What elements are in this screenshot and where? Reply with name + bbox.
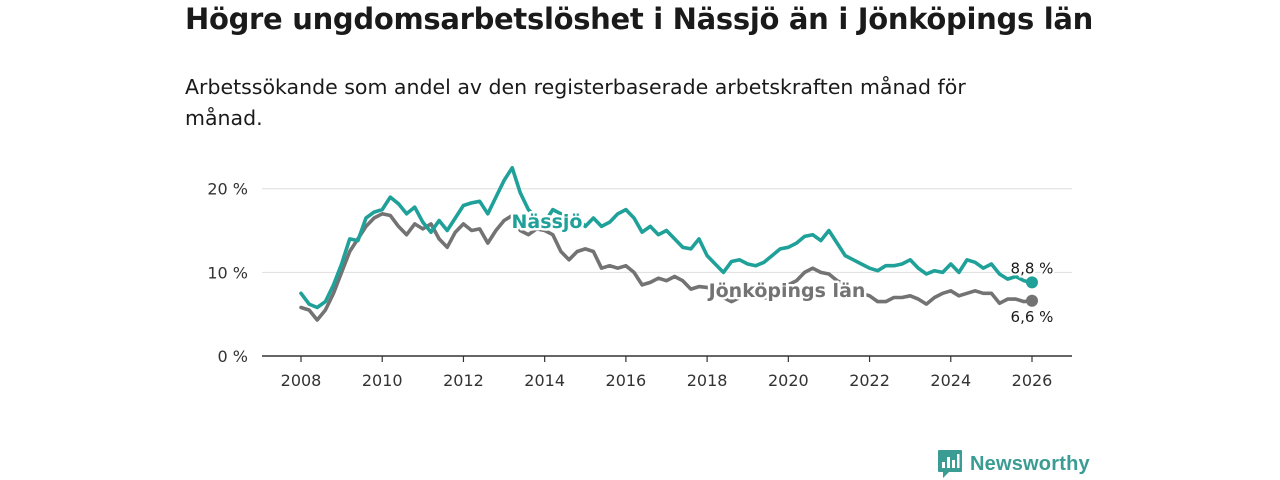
x-tick-label: 2024 [930, 371, 971, 390]
x-tick-label: 2026 [1012, 371, 1053, 390]
x-tick-label: 2012 [443, 371, 484, 390]
y-tick-label: 20 % [207, 180, 248, 199]
series-label-jonkopings-lan: Jönköpings län [707, 280, 866, 302]
end-marker-nassjo [1026, 276, 1038, 289]
end-label-jonkopings-lan: 6,6 % [1011, 308, 1054, 326]
chart-title: Högre ungdomsarbetslöshet i Nässjö än i … [185, 2, 1093, 36]
y-tick-label: 0 % [218, 347, 248, 366]
x-tick-label: 2014 [524, 371, 565, 390]
end-label-nassjo: 8,8 % [1011, 259, 1054, 277]
x-tick-label: 2020 [768, 371, 809, 390]
chart-subtitle: Arbetssökande som andel av den registerb… [185, 75, 966, 130]
newsworthy-logo-icon [938, 450, 962, 478]
x-tick-label: 2022 [849, 371, 890, 390]
series-labels: Nässjö 8,8 % Jönköpings län 6,6 % [509, 209, 1055, 328]
x-tick-label: 2010 [362, 371, 403, 390]
end-marker-jonkopings-lan [1026, 294, 1038, 307]
x-tick-label: 2008 [281, 371, 322, 390]
y-tick-label: 10 % [207, 263, 248, 282]
series-label-nassjo: Nässjö [512, 211, 583, 233]
axes: 0 % 10 % 20 % 2008 2010 2012 2014 2016 2018 2020 2… [207, 180, 1072, 390]
series [299, 166, 1038, 322]
brand-name: Newsworthy [970, 452, 1090, 475]
newsworthy-logo[interactable]: Newsworthy [937, 449, 1090, 479]
x-tick-label: 2018 [687, 371, 728, 390]
series-line-nassjo [299, 166, 1034, 310]
x-tick-label: 2016 [606, 371, 647, 390]
series-line-jonkopings-lan [299, 212, 1034, 322]
